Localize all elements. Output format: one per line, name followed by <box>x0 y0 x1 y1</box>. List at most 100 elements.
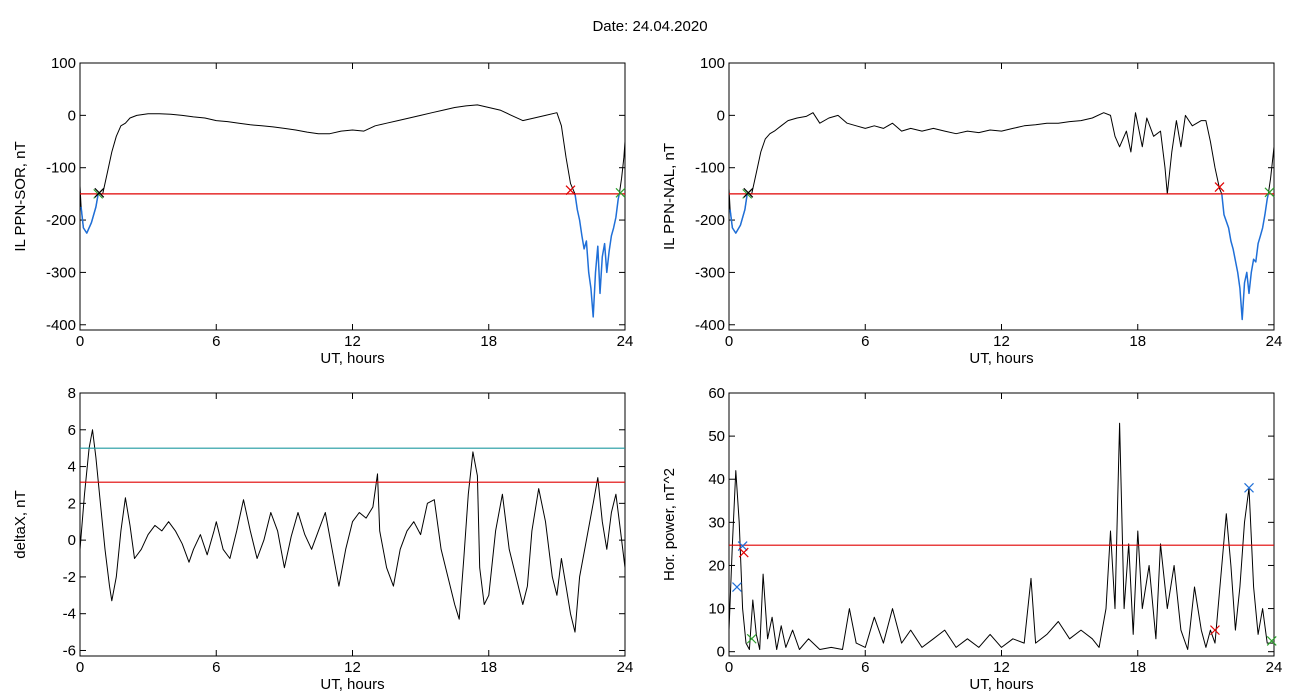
x-tick-label: 0 <box>725 333 733 350</box>
x-axis-label: UT, hours <box>320 350 384 367</box>
marker-stroke <box>738 547 749 558</box>
plot-frame <box>728 392 1275 657</box>
x-tick-label: 0 <box>725 659 733 676</box>
y-tick-label: 30 <box>708 514 725 531</box>
plot-frame <box>79 392 626 657</box>
y-tick-label: 4 <box>68 459 76 476</box>
y-tick-label: -4 <box>63 606 76 623</box>
event-marker <box>738 547 749 558</box>
x-tick-label: 12 <box>344 659 361 676</box>
event-marker <box>743 187 754 198</box>
series-line <box>1221 193 1270 321</box>
y-axis-label: IL PPN-NAL, nT <box>661 143 678 250</box>
event-marker <box>737 541 748 551</box>
date-title: Date: 24.04.2020 <box>592 18 708 35</box>
y-tick-label: -400 <box>695 317 725 334</box>
series-line <box>728 422 1274 650</box>
series-line <box>79 104 576 234</box>
y-axis-label: Hor. power, nT^2 <box>661 468 678 581</box>
series-line <box>574 193 621 318</box>
event-marker <box>94 187 105 198</box>
y-tick-label: -200 <box>695 212 725 229</box>
x-tick-label: 24 <box>1266 659 1283 676</box>
chart-panel-sor: 0 6 12 18 24 100 0 -100 -200 -300 -400 UT, hours IL … <box>12 55 633 367</box>
y-tick-label: 40 <box>708 471 725 488</box>
y-tick-label: 6 <box>68 422 76 439</box>
marker-stroke <box>1244 482 1254 493</box>
y-tick-label: -2 <box>63 569 76 586</box>
x-tick-label: 6 <box>861 659 869 676</box>
marker-stroke <box>1266 635 1277 646</box>
event-marker <box>1266 635 1277 646</box>
chart-panel-nal: 0 6 12 18 24 100 0 -100 -200 -300 -400 UT, hours IL … <box>661 55 1282 367</box>
y-tick-label: 2 <box>68 495 76 512</box>
plot-frame <box>79 62 626 331</box>
y-tick-label: 10 <box>708 601 725 618</box>
x-tick-label: 18 <box>480 659 497 676</box>
marker-stroke <box>1264 187 1275 198</box>
x-tick-label: 24 <box>617 333 634 350</box>
y-axis-label: deltaX, nT <box>12 490 29 558</box>
x-tick-label: 0 <box>76 659 84 676</box>
series-line <box>79 429 626 633</box>
x-tick-label: 6 <box>861 333 869 350</box>
y-tick-label: 8 <box>68 385 76 402</box>
chart-panel-deltax: 0 6 12 18 24 8 6 4 2 0 -2 -4 -6 UT, hours deltaX, nT <box>12 385 633 693</box>
y-tick-label: 0 <box>717 107 725 124</box>
y-axis-label: IL PPN-SOR, nT <box>12 141 29 251</box>
x-tick-label: 6 <box>212 333 220 350</box>
y-tick-label: -300 <box>695 264 725 281</box>
x-tick-label: 24 <box>1266 333 1283 350</box>
marker-stroke <box>1214 182 1225 193</box>
event-marker <box>565 185 576 196</box>
x-tick-label: 18 <box>1129 333 1146 350</box>
x-tick-label: 12 <box>344 333 361 350</box>
event-marker <box>1264 187 1275 198</box>
x-axis-label: UT, hours <box>969 676 1033 693</box>
marker-stroke <box>94 187 105 198</box>
marker-stroke <box>746 633 757 644</box>
x-tick-label: 0 <box>76 333 84 350</box>
x-axis-label: UT, hours <box>320 676 384 693</box>
marker-stroke <box>743 187 754 198</box>
event-marker <box>732 582 742 592</box>
x-tick-label: 18 <box>480 333 497 350</box>
series-line <box>1267 146 1275 194</box>
y-tick-label: -200 <box>46 212 76 229</box>
marker-stroke <box>565 185 576 196</box>
y-tick-label: -100 <box>46 160 76 177</box>
series-line <box>80 193 99 234</box>
event-marker <box>1214 182 1225 193</box>
marker-stroke <box>615 187 626 198</box>
y-tick-label: -100 <box>695 160 725 177</box>
x-tick-label: 24 <box>617 659 634 676</box>
y-tick-label: -300 <box>46 264 76 281</box>
y-tick-label: -400 <box>46 317 76 334</box>
chart-panel-power: 0 6 12 18 24 60 50 40 30 20 10 0 UT, hours Hor. power… <box>661 385 1282 693</box>
y-tick-label: 0 <box>68 532 76 549</box>
series-line <box>729 193 748 234</box>
marker-stroke <box>732 582 742 592</box>
y-tick-label: 100 <box>51 55 76 72</box>
y-tick-label: 0 <box>68 107 76 124</box>
event-marker <box>1210 625 1220 636</box>
x-tick-label: 18 <box>1129 659 1146 676</box>
event-marker <box>1244 482 1254 493</box>
y-tick-label: 0 <box>717 644 725 661</box>
event-marker <box>746 633 757 644</box>
y-tick-label: -6 <box>63 642 76 659</box>
x-tick-label: 6 <box>212 659 220 676</box>
x-tick-label: 12 <box>993 333 1010 350</box>
x-tick-label: 12 <box>993 659 1010 676</box>
y-tick-label: 100 <box>700 55 725 72</box>
event-marker <box>615 187 626 198</box>
y-tick-label: 20 <box>708 557 725 574</box>
x-axis-label: UT, hours <box>969 350 1033 367</box>
y-tick-label: 50 <box>708 428 725 445</box>
plot-frame <box>728 62 1275 331</box>
series-line <box>728 112 1223 234</box>
series-line <box>618 141 626 194</box>
marker-stroke <box>1210 625 1220 636</box>
y-tick-label: 60 <box>708 385 725 402</box>
